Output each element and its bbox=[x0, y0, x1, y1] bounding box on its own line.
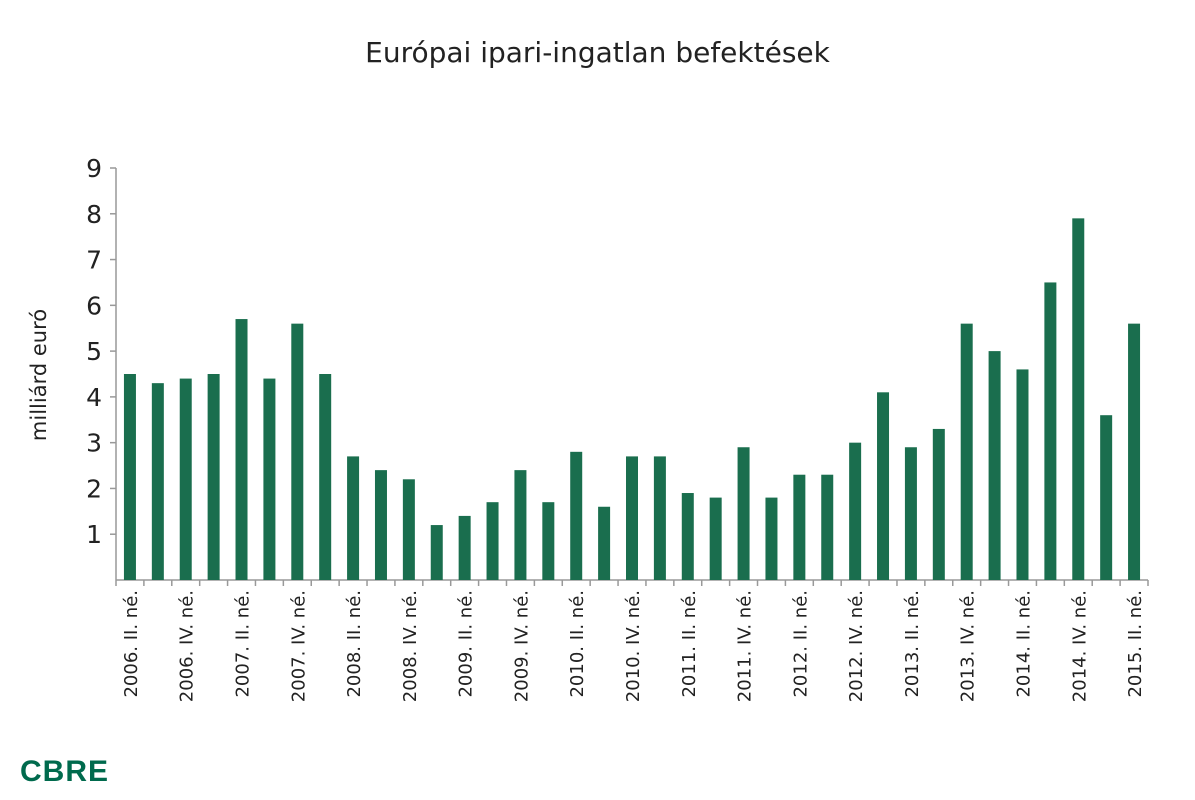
x-tick-label: 2011. II. né. bbox=[679, 590, 700, 698]
y-tick-label: 8 bbox=[86, 200, 102, 229]
y-axis-label: milliárd euró bbox=[27, 309, 51, 441]
cbre-logo: CBRE bbox=[20, 755, 110, 788]
bar bbox=[430, 525, 443, 580]
bar bbox=[681, 493, 694, 580]
y-tick-label: 5 bbox=[86, 337, 102, 366]
bar bbox=[1016, 369, 1029, 580]
bar bbox=[151, 383, 164, 580]
x-tick-label: 2013. IV. né. bbox=[958, 590, 979, 702]
x-tick-label: 2006. II. né. bbox=[121, 590, 142, 698]
chart-title: Európai ipari-ingatlan befektések bbox=[365, 36, 830, 69]
x-tick-label: 2015. II. né. bbox=[1125, 590, 1146, 698]
y-tick-label: 4 bbox=[86, 383, 102, 412]
y-tick-label: 7 bbox=[86, 246, 102, 275]
bar bbox=[207, 374, 220, 580]
bar bbox=[598, 506, 611, 580]
bar bbox=[765, 497, 778, 580]
bar bbox=[737, 447, 750, 580]
x-tick-label: 2011. IV. né. bbox=[735, 590, 756, 702]
x-tick-label: 2013. II. né. bbox=[902, 590, 923, 698]
x-tick-label: 2012. II. né. bbox=[790, 590, 811, 698]
bar bbox=[1100, 415, 1113, 580]
bar bbox=[458, 515, 471, 580]
bar bbox=[932, 428, 945, 580]
bar bbox=[1128, 323, 1141, 580]
x-tick-label: 2014. IV. né. bbox=[1069, 590, 1090, 702]
bar bbox=[960, 323, 973, 580]
bar bbox=[988, 351, 1001, 580]
x-tick-label: 2010. II. né. bbox=[567, 590, 588, 698]
bar bbox=[374, 470, 387, 580]
bar bbox=[514, 470, 527, 580]
y-tick-label: 3 bbox=[86, 429, 102, 458]
x-tick-label: 2010. IV. né. bbox=[623, 590, 644, 702]
y-tick-label: 1 bbox=[86, 520, 102, 549]
x-tick-label: 2009. IV. né. bbox=[511, 590, 532, 702]
bar bbox=[179, 378, 192, 580]
y-tick-label: 9 bbox=[86, 154, 102, 183]
bar bbox=[123, 374, 136, 580]
x-tick-label: 2009. II. né. bbox=[456, 590, 477, 698]
bar bbox=[347, 456, 360, 580]
bar bbox=[849, 442, 862, 580]
y-tick-label: 6 bbox=[86, 291, 102, 320]
bar bbox=[793, 474, 806, 580]
bar bbox=[904, 447, 917, 580]
bar bbox=[235, 319, 248, 580]
x-tick-label: 2008. II. né. bbox=[344, 590, 365, 698]
x-tick-label: 2007. II. né. bbox=[233, 590, 254, 698]
bar bbox=[1072, 218, 1085, 580]
bar bbox=[291, 323, 304, 580]
bar bbox=[263, 378, 276, 580]
x-tick-label: 2012. IV. né. bbox=[846, 590, 867, 702]
bar bbox=[570, 451, 583, 580]
bar bbox=[486, 502, 499, 580]
x-tick-label: 2006. IV. né. bbox=[177, 590, 198, 702]
bar bbox=[402, 479, 415, 580]
x-tick-label: 2008. IV. né. bbox=[400, 590, 421, 702]
bar bbox=[319, 374, 332, 580]
bar bbox=[542, 502, 555, 580]
bar bbox=[821, 474, 834, 580]
bar bbox=[877, 392, 890, 580]
y-tick-label: 2 bbox=[86, 474, 102, 503]
bar bbox=[653, 456, 666, 580]
bar bbox=[709, 497, 722, 580]
x-tick-label: 2014. II. né. bbox=[1013, 590, 1034, 698]
bar bbox=[1044, 282, 1057, 580]
x-tick-label: 2007. IV. né. bbox=[288, 590, 309, 702]
bar bbox=[626, 456, 638, 580]
